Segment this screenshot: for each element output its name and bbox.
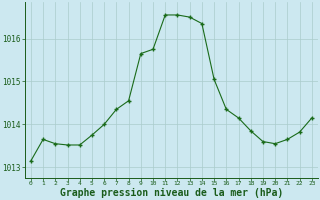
X-axis label: Graphe pression niveau de la mer (hPa): Graphe pression niveau de la mer (hPa) [60, 188, 283, 198]
